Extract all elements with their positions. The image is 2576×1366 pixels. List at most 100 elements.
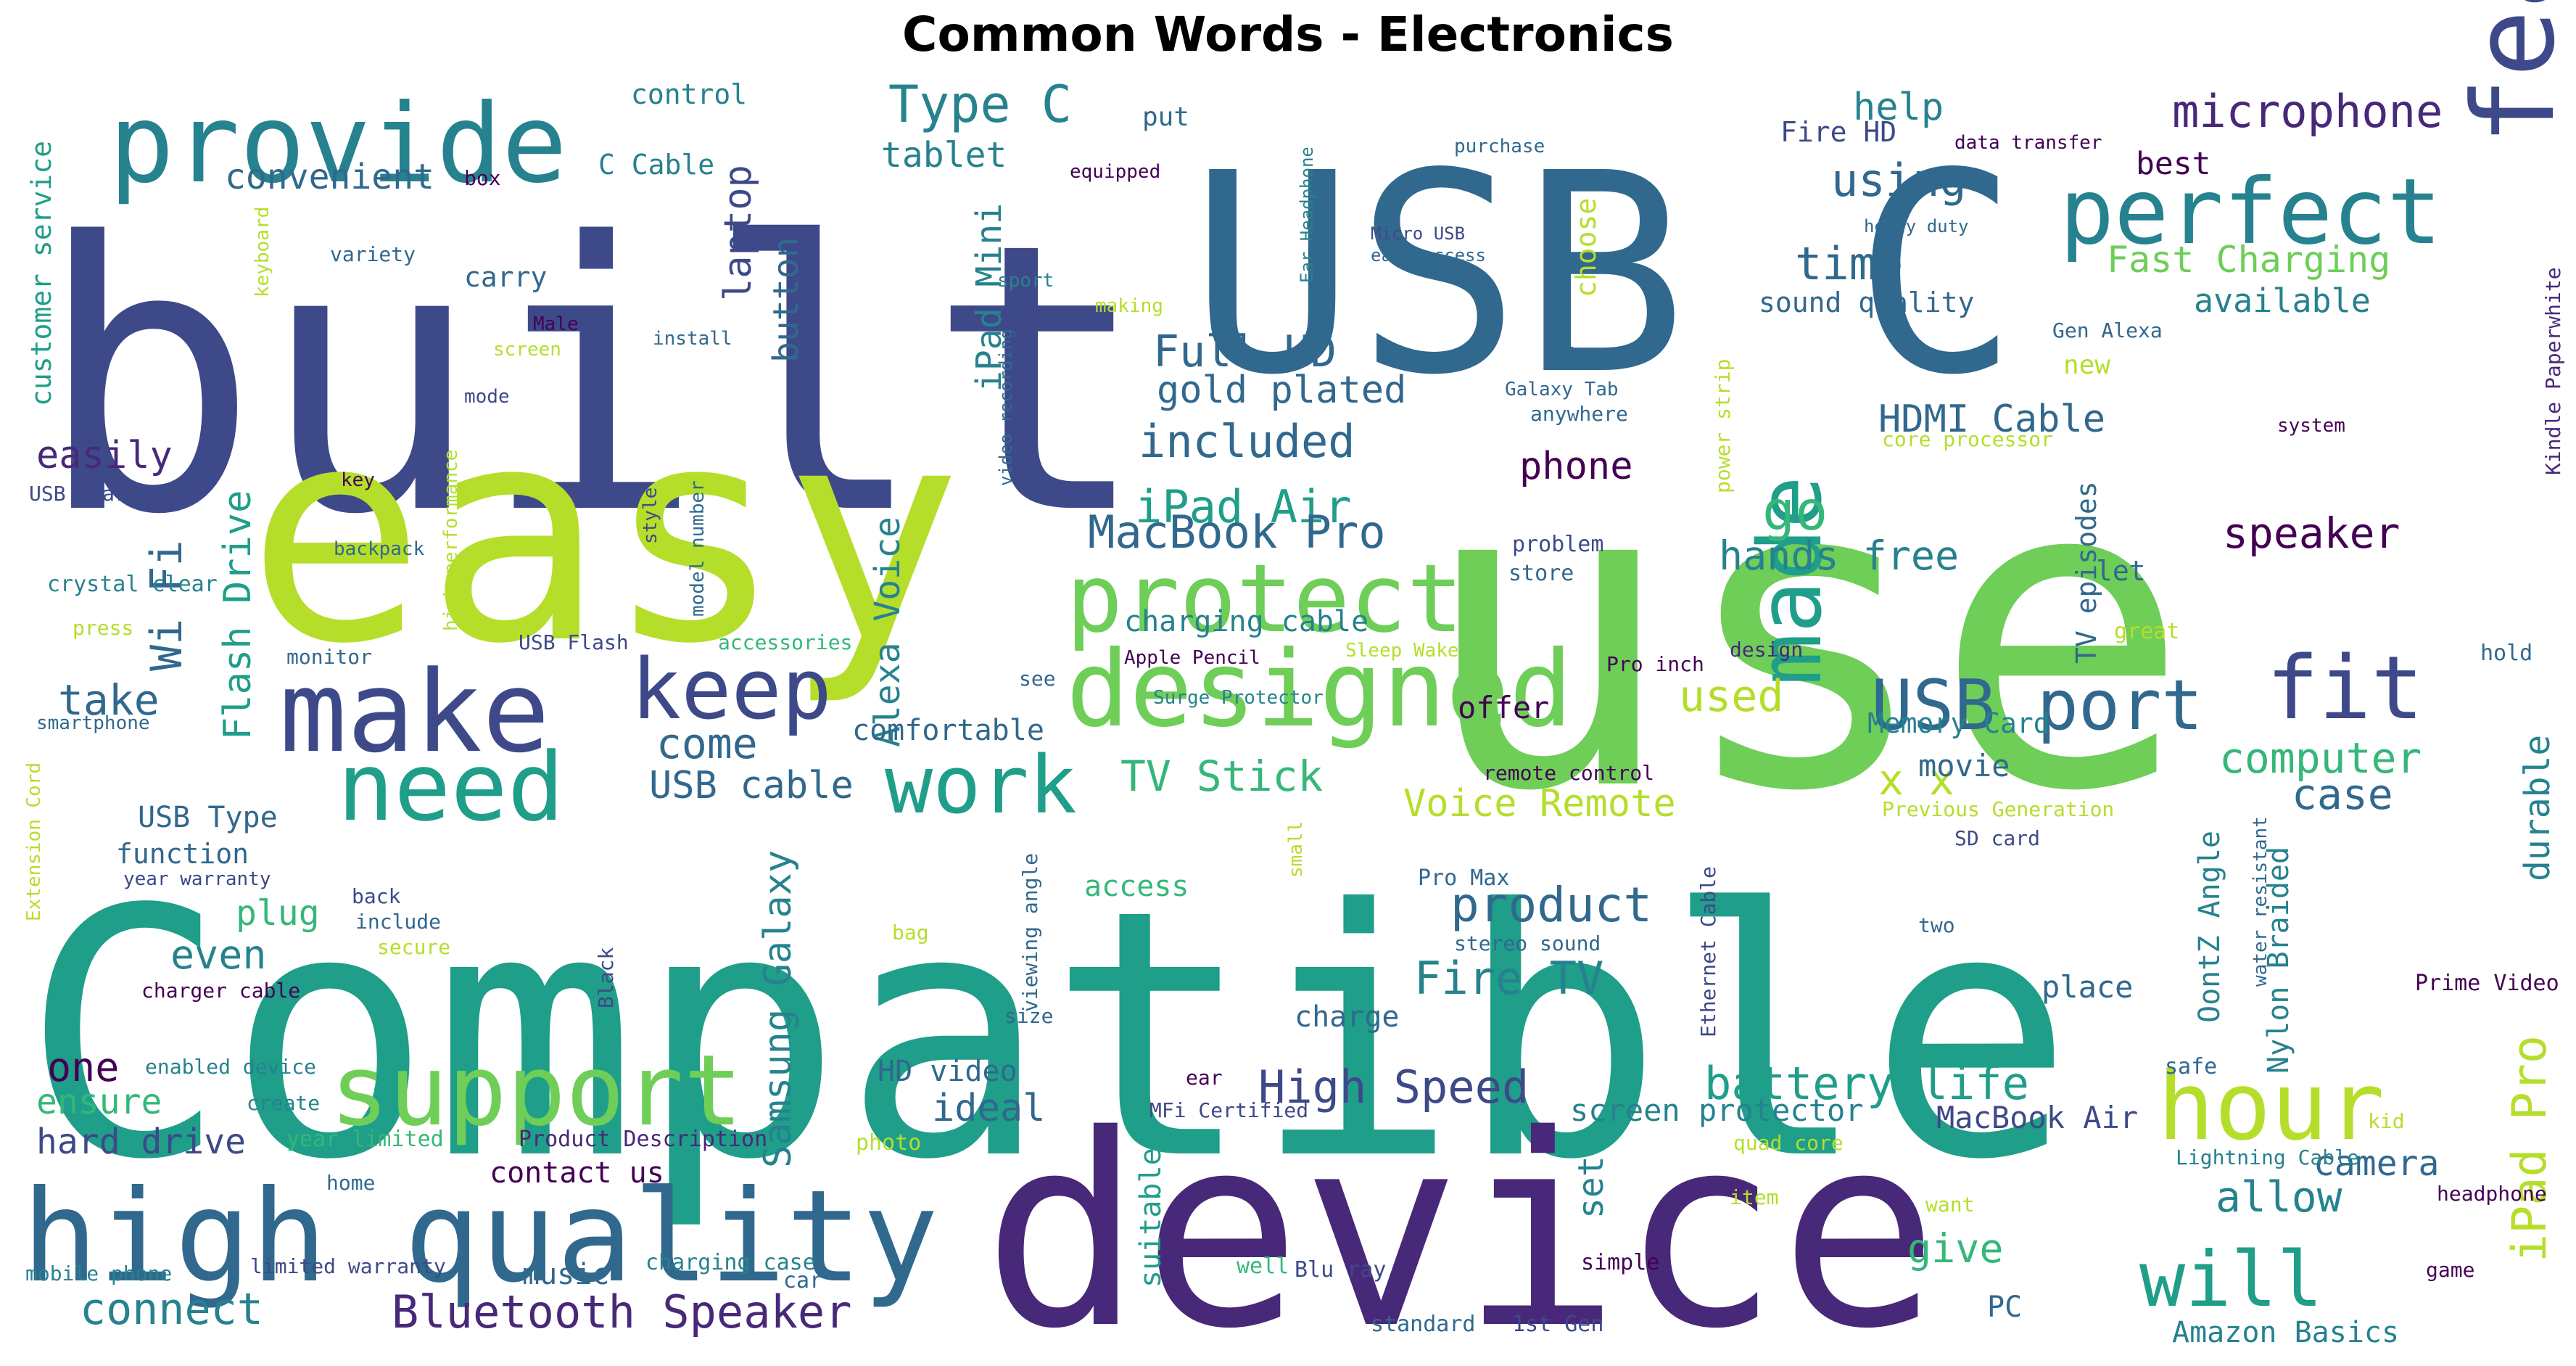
- word-year-warranty: year warranty: [123, 868, 271, 890]
- word-help: help: [1853, 86, 1944, 129]
- word-customer-service: customer service: [25, 141, 57, 406]
- word-well: well: [1237, 1254, 1289, 1279]
- word-speaker: speaker: [2223, 509, 2400, 558]
- word-come: come: [656, 719, 758, 768]
- word-size: size: [1004, 1004, 1053, 1028]
- word-install: install: [653, 328, 732, 350]
- word-simple: simple: [1581, 1250, 1659, 1275]
- word-x-x: x x: [1878, 755, 1954, 805]
- word-plug: plug: [236, 893, 320, 934]
- word-product-description: Product Description: [519, 1127, 767, 1152]
- word-viewing-angle: viewing angle: [1018, 853, 1042, 1012]
- word-usb-port: USB port: [1871, 666, 2203, 746]
- word-small: small: [1285, 821, 1307, 878]
- word-fast-charging: Fast Charging: [2107, 239, 2390, 281]
- word-see: see: [1019, 667, 1056, 691]
- word-item: item: [1730, 1185, 1778, 1209]
- word-let: let: [2096, 555, 2146, 587]
- word-system: system: [2277, 415, 2345, 437]
- word-ipad-mini: iPad Mini: [969, 203, 1010, 392]
- word-1st-gen: 1st Gen: [1512, 1312, 1603, 1337]
- word-headphone: headphone: [2437, 1182, 2547, 1206]
- word-black: Black: [594, 947, 618, 1008]
- word-store: store: [1508, 561, 1574, 586]
- word-micro-usb: Micro USB: [1371, 223, 1465, 244]
- word-model-number: model number: [687, 480, 709, 617]
- word-mode: mode: [464, 386, 510, 408]
- word-put: put: [1142, 102, 1189, 132]
- word-secure: secure: [377, 935, 450, 959]
- word-equipped: equipped: [1070, 161, 1160, 183]
- word-protect: protect: [1066, 543, 1464, 654]
- word-suitable: suitable: [1134, 1148, 1168, 1288]
- word-style: style: [640, 487, 661, 544]
- word-two: two: [1918, 913, 1955, 937]
- word-pc: PC: [1987, 1291, 2022, 1324]
- word-oontz-angle: OontZ Angle: [2193, 831, 2226, 1023]
- word-make: make: [279, 646, 550, 778]
- word-music: music: [522, 1258, 609, 1291]
- word-making: making: [1095, 295, 1163, 317]
- word-take: take: [58, 675, 160, 725]
- word-sd-card: SD card: [1954, 826, 2040, 850]
- word-even: even: [170, 931, 266, 978]
- word-offer: offer: [1458, 690, 1549, 725]
- word-crystal-clear: crystal clear: [47, 572, 218, 597]
- word-support: support: [330, 1034, 743, 1148]
- word-new: new: [2063, 350, 2110, 380]
- word-macbook-pro: MacBook Pro: [1088, 506, 1386, 559]
- word-mfi-certified: MFi Certified: [1149, 1098, 1308, 1122]
- word-mobile-phone: mobile phone: [25, 1262, 172, 1285]
- word-kindle-paperwhite: Kindle Paperwhite: [2541, 267, 2565, 475]
- word-product: product: [1450, 877, 1652, 933]
- word-hands-free: hands free: [1719, 532, 1959, 579]
- word-charging-case: charging case: [645, 1250, 816, 1275]
- word-design: design: [1730, 638, 1803, 662]
- word-blu-ray: Blu ray: [1295, 1257, 1386, 1283]
- word-compatible: Compatible: [22, 837, 2074, 1234]
- word-male: Male: [533, 313, 579, 335]
- word-computer: computer: [2219, 733, 2422, 783]
- word-data-transfer: data transfer: [1954, 132, 2102, 154]
- word-charger-cable: charger cable: [141, 979, 300, 1003]
- word-give: give: [1907, 1225, 2003, 1272]
- word-core-processor: core processor: [1882, 427, 2053, 451]
- word-macbook-air: MacBook Air: [1936, 1100, 2138, 1135]
- word-usb-flash: USB Flash: [519, 630, 629, 654]
- word-power-strip: power strip: [1711, 359, 1735, 493]
- word-smartphone: smartphone: [36, 712, 150, 734]
- word-full-hd: Full HD: [1153, 326, 1337, 377]
- word-made: made: [1741, 476, 1841, 686]
- word-usb-type: USB Type: [138, 801, 278, 834]
- word-device: device: [983, 1079, 1939, 1366]
- word-hold: hold: [2480, 641, 2532, 666]
- word-want: want: [1925, 1193, 1974, 1217]
- word-surge-protector: Surge Protector: [1153, 687, 1324, 709]
- word-etc: etc: [1548, 341, 1598, 373]
- word-set: set: [1571, 1156, 1611, 1219]
- word-include: include: [355, 910, 441, 934]
- word-contact-us: contact us: [490, 1156, 664, 1190]
- word-carry: carry: [464, 261, 547, 293]
- word-voice-remote: Voice Remote: [1403, 782, 1676, 826]
- word-key: key: [341, 469, 375, 491]
- word-home: home: [326, 1171, 375, 1195]
- word-battery-life: battery life: [1704, 1057, 2029, 1110]
- word-monitor: monitor: [286, 645, 372, 669]
- word-pro-max: Pro Max: [1418, 865, 1509, 891]
- word-hour: hour: [2158, 1051, 2385, 1161]
- word-used: used: [1679, 671, 1784, 722]
- word-fire-hd: Fire HD: [1780, 116, 1896, 148]
- word-screen: screen: [493, 339, 561, 361]
- word-hdmi-cable: HDMI Cable: [1878, 398, 2105, 441]
- word-durable: durable: [2517, 735, 2558, 881]
- word-designed: designed: [1066, 628, 1572, 751]
- word-flash-drive: Flash Drive: [216, 490, 260, 740]
- word-ensure: ensure: [36, 1082, 162, 1122]
- word-access: access: [1084, 870, 1189, 903]
- word-extension-cord: Extension Cord: [23, 762, 45, 921]
- word-remote-control: remote control: [1483, 761, 1654, 785]
- word-amazon-basics: Amazon Basics: [2172, 1316, 2399, 1349]
- word-type-c: Type C: [888, 75, 1072, 134]
- word-available: available: [2194, 281, 2371, 320]
